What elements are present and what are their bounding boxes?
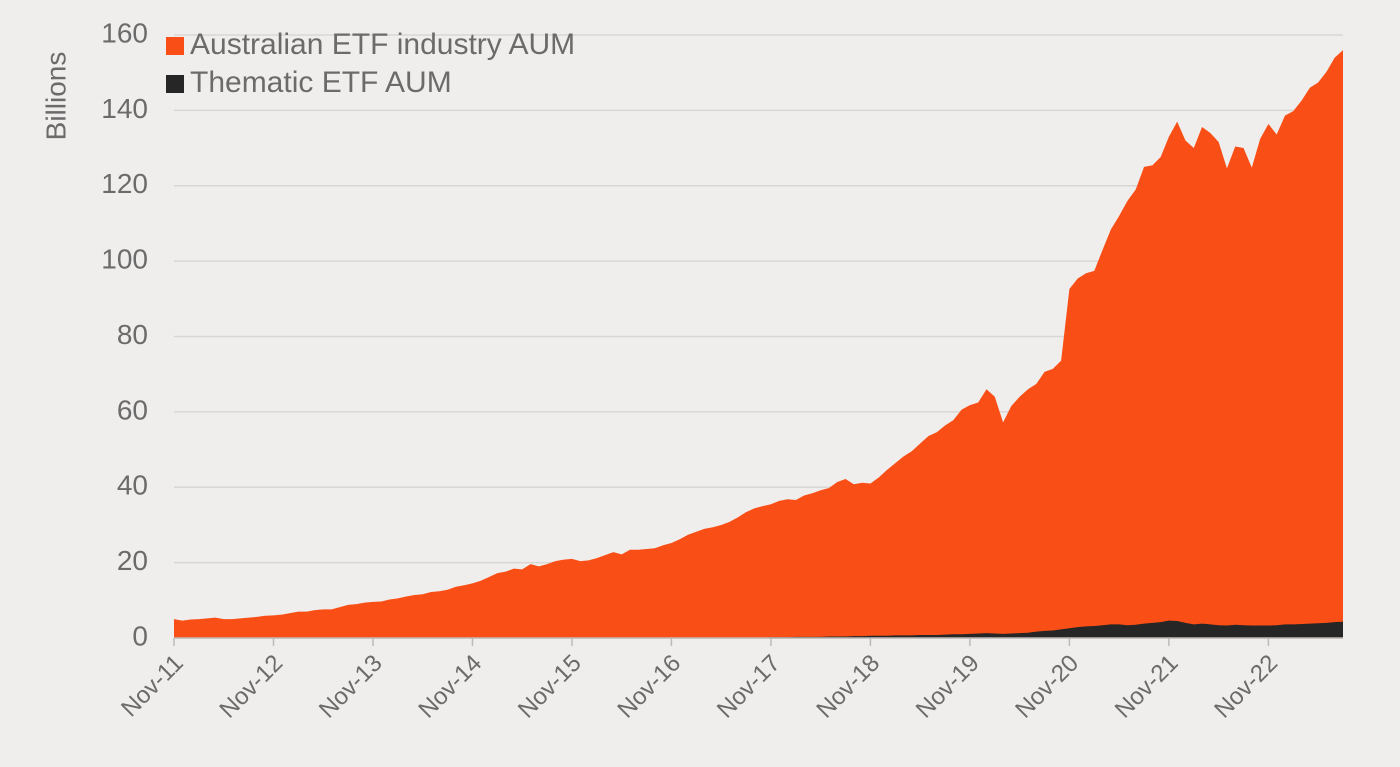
y-tick-label: 140 [101, 93, 148, 124]
x-tick-label: Nov-16 [612, 650, 686, 724]
y-tick-label: 80 [117, 319, 148, 350]
legend-swatch [166, 75, 184, 93]
y-tick-label: 0 [132, 620, 148, 651]
legend-label: Thematic ETF AUM [190, 66, 452, 99]
legend-label: Australian ETF industry AUM [190, 28, 575, 61]
grid [174, 34, 1343, 639]
x-tick-label: Nov-14 [413, 650, 487, 724]
x-tick-label: Nov-18 [811, 650, 885, 724]
x-tick-label: Nov-19 [911, 650, 985, 724]
area [174, 620, 1343, 638]
x-tick-label: Nov-13 [314, 650, 388, 724]
y-tick-label: 160 [101, 17, 148, 48]
y-tick-label: 40 [117, 470, 148, 501]
x-tick-label: Nov-12 [214, 650, 288, 724]
x-tick-label: Nov-17 [712, 650, 786, 724]
x-tick-label: Nov-22 [1209, 650, 1283, 724]
x-tick-label: Nov-20 [1010, 650, 1084, 724]
x-tick-label: Nov-11 [116, 650, 189, 723]
x-tick-label: Nov-21 [1110, 650, 1184, 724]
y-tick-label: 100 [101, 244, 148, 275]
y-axis-label: Billions [40, 52, 71, 141]
area [174, 50, 1343, 638]
y-tick-label: 60 [117, 394, 148, 425]
x-tick-label: Nov-15 [513, 650, 587, 724]
legend-swatch [166, 37, 184, 55]
y-tick-label: 120 [101, 168, 148, 199]
y-tick-label: 20 [117, 545, 148, 576]
